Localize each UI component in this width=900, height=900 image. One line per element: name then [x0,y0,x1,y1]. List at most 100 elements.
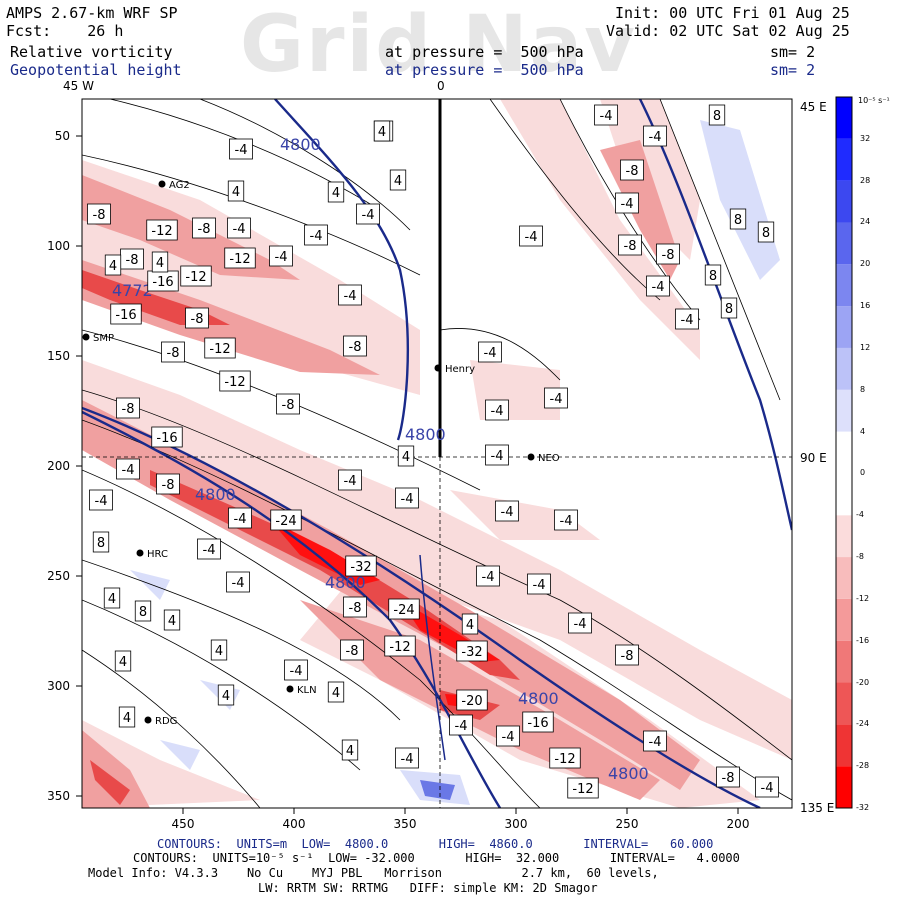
vorticity-label-group: 4 -4 4 4 4 -4 -8 -12 -8 -4 -4 -12 -4 -8 -16 -16 -8 -12 -12… [87,104,779,799]
svg-text:4: 4 [466,618,474,633]
vorticity-contour-label: -4 [304,224,328,246]
field2-name: Geopotential height [10,61,182,79]
svg-text:4800: 4800 [325,573,366,592]
svg-text:-4: -4 [574,617,587,632]
vorticity-contour-label: -8 [340,639,364,661]
vorticity-contour-label: -4 [269,245,293,267]
colorbar-segment [836,598,852,641]
svg-text:4800: 4800 [518,689,559,708]
vorticity-contour-label: -4 [485,399,509,421]
svg-text:-8: -8 [722,771,735,786]
colorbar-segment [836,306,852,348]
svg-text:-4: -4 [232,576,245,591]
svg-text:4: 4 [222,689,230,704]
svg-text:-8: -8 [282,398,295,413]
svg-text:KLN: KLN [297,685,317,696]
vorticity-contour-label: -12 [567,777,599,799]
vorticity-contour-label: -8 [87,203,111,225]
vorticity-contour-label: 8 [92,531,110,553]
colorbar-tick-label: -8 [856,552,864,562]
svg-text:-4: -4 [290,664,303,679]
svg-text:-4: -4 [550,392,563,407]
vorticity-contour-label: -24 [270,509,302,531]
field1-level: at pressure = 500 hPa [385,43,584,61]
vorticity-contour-label: -4 [755,776,779,798]
field2-smoothing: sm= 2 [770,61,816,79]
y-tick-label: 350 [47,789,70,803]
svg-text:-20: -20 [461,694,482,709]
vorticity-contour-label: 4 [217,684,235,706]
vorticity-contour-label: -4 [227,217,251,239]
svg-text:-4: -4 [621,197,634,212]
svg-text:-4: -4 [122,463,135,478]
vorticity-contour-label: -4 [228,507,252,529]
x-tick-label: 250 [616,817,639,831]
svg-text:-8: -8 [624,239,637,254]
station-rdg: RDG [144,716,177,727]
svg-text:8: 8 [97,536,105,551]
station-neo: NEO [527,453,560,464]
svg-text:-4: -4 [649,130,662,145]
svg-text:4800: 4800 [280,135,321,154]
vorticity-contour-label: -4 [594,104,618,126]
svg-text:Henry: Henry [445,364,475,375]
forecast-hour: Fcst: 26 h [6,22,124,40]
svg-text:-4: -4 [491,449,504,464]
vorticity-contour-label: -12 [549,747,581,769]
vorticity-contour-label: -8 [656,243,680,265]
colorbar-tick-label: 8 [860,384,866,394]
colorbar-tick-label: 4 [860,426,866,436]
colorbar-tick-label: -4 [856,510,864,520]
vorticity-contour-label: -4 [519,225,543,247]
svg-text:AG2: AG2 [169,180,190,191]
map-plot-area [82,99,792,808]
svg-text:4: 4 [156,256,164,271]
colorbar-segment [836,473,852,516]
vorticity-contour-label: -4 [229,138,253,160]
svg-text:-4: -4 [533,578,546,593]
svg-text:4: 4 [108,592,116,607]
vorticity-contour-label: -4 [89,489,113,511]
colorbar-tick-label: 28 [860,175,871,185]
svg-text:-16: -16 [156,431,177,446]
vorticity-contour-label: -32 [345,555,377,577]
vorticity-contour-label: -12 [204,337,236,359]
svg-text:-8: -8 [162,478,175,493]
x-tick-label: 400 [283,817,306,831]
svg-text:-12: -12 [224,375,245,390]
svg-text:-8: -8 [191,312,204,327]
svg-text:-4: -4 [344,289,357,304]
svg-text:-12: -12 [572,782,593,797]
colorbar-tick-label: -12 [856,593,870,603]
vorticity-contour-label: -4 [643,125,667,147]
colorbar-segment [836,682,852,725]
colorbar-tick-label: 32 [860,133,871,143]
vorticity-contour-label: 4 [103,587,121,609]
vorticity-contour-label: -8 [620,159,644,181]
svg-text:-24: -24 [393,603,414,618]
colorbar-tick-label: 20 [860,259,871,269]
svg-text:-12: -12 [229,252,250,267]
y-tick-label: 150 [47,349,70,363]
vorticity-contour-label: 8 [720,297,738,319]
plot-frame [81,98,793,809]
svg-text:-4: -4 [649,735,662,750]
vorticity-contour-label: -4 [485,444,509,466]
x-axis-ticks [182,808,739,814]
vorticity-contour-label: -4 [478,341,502,363]
svg-text:-4: -4 [95,494,108,509]
vorticity-contour-label: -4 [527,573,551,595]
colorbar-tick-label: 0 [860,468,866,478]
colorbar-unit-label: 10⁻⁵ s⁻¹ [858,96,890,105]
svg-text:4: 4 [378,125,386,140]
colorbar-segment [836,264,852,307]
x-tick-label: 300 [505,817,528,831]
vorticity-contour-label: -4 [338,469,362,491]
vorticity-contour-label: -4 [449,714,473,736]
vorticity-contour-label: -8 [615,644,639,666]
vorticity-contour-label: -4 [496,725,520,747]
svg-text:-4: -4 [310,229,323,244]
vorticity-contour-label: -4 [197,538,221,560]
gridnav-watermark: Grid Nav [240,0,637,90]
